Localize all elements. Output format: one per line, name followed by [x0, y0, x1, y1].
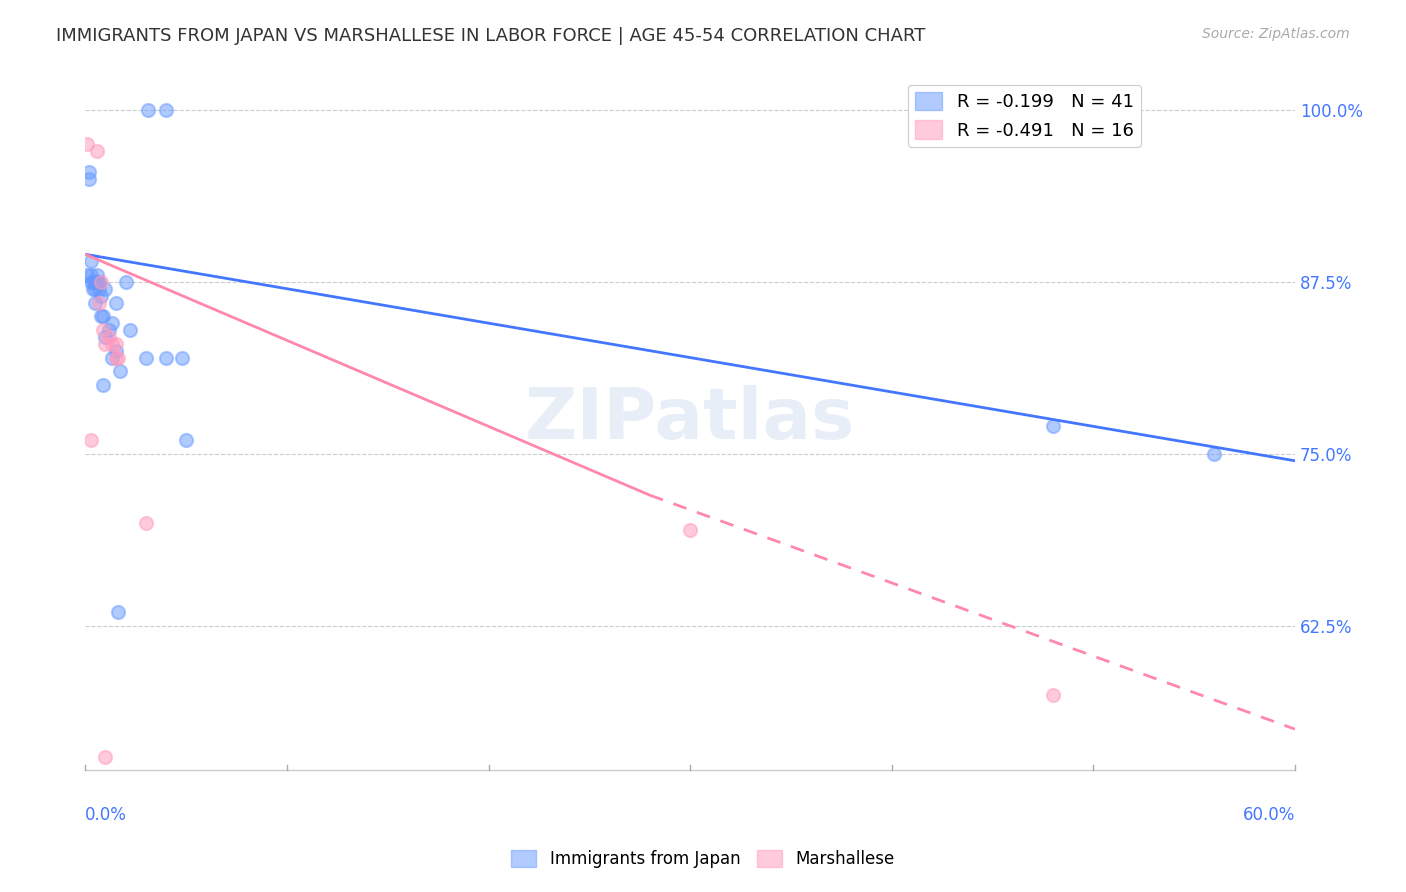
Point [84, 282, 107, 296]
Point [108, 364, 131, 378]
Point [80, 433, 103, 447]
Point [90, 275, 112, 289]
Point [93, 310, 115, 324]
Point [82, 282, 104, 296]
Point [84, 275, 107, 289]
Point [79, 171, 101, 186]
Point [76, 268, 98, 282]
Point [89, 295, 111, 310]
Point [86, 268, 108, 282]
Point [114, 275, 136, 289]
Point [118, 323, 141, 337]
Point [104, 336, 127, 351]
Text: ZIPatlas: ZIPatlas [524, 385, 855, 454]
Point [93, 378, 115, 392]
Point [79, 165, 101, 179]
Text: IMMIGRANTS FROM JAPAN VS MARSHALLESE IN LABOR FORCE | AGE 45-54 CORRELATION CHAR: IMMIGRANTS FROM JAPAN VS MARSHALLESE IN … [56, 27, 925, 45]
Text: 0.0%: 0.0% [86, 806, 127, 824]
Point [94, 330, 117, 344]
Point [84, 295, 107, 310]
Point [86, 275, 108, 289]
Point [82, 275, 104, 289]
Point [1042, 688, 1064, 702]
Point [172, 351, 194, 365]
Legend: Immigrants from Japan, Marshallese: Immigrants from Japan, Marshallese [505, 843, 901, 875]
Point [98, 323, 121, 337]
Point [90, 288, 112, 302]
Point [94, 282, 117, 296]
Point [89, 282, 111, 296]
Point [86, 275, 108, 289]
Point [104, 295, 127, 310]
Point [155, 351, 177, 365]
Point [93, 323, 115, 337]
Point [80, 268, 103, 282]
Point [174, 433, 197, 447]
Point [1204, 447, 1226, 461]
Point [89, 275, 111, 289]
Point [1042, 419, 1064, 434]
Point [136, 103, 159, 117]
Legend: R = -0.199   N = 41, R = -0.491   N = 16: R = -0.199 N = 41, R = -0.491 N = 16 [908, 85, 1140, 146]
Point [84, 275, 107, 289]
Point [80, 254, 103, 268]
Point [107, 351, 129, 365]
Point [86, 144, 108, 158]
Point [80, 275, 103, 289]
Point [104, 351, 127, 365]
Text: Source: ZipAtlas.com: Source: ZipAtlas.com [1202, 27, 1350, 41]
Point [76, 137, 98, 152]
Point [135, 516, 157, 530]
Point [155, 103, 177, 117]
Point [86, 275, 108, 289]
Point [98, 330, 121, 344]
Point [107, 605, 129, 619]
Point [100, 316, 122, 330]
Point [104, 343, 127, 358]
Point [100, 351, 122, 365]
Point [94, 336, 117, 351]
Text: 60.0%: 60.0% [1243, 806, 1295, 824]
Point [94, 749, 117, 764]
Point [679, 523, 702, 537]
Point [100, 336, 122, 351]
Point [135, 351, 157, 365]
Point [90, 310, 112, 324]
